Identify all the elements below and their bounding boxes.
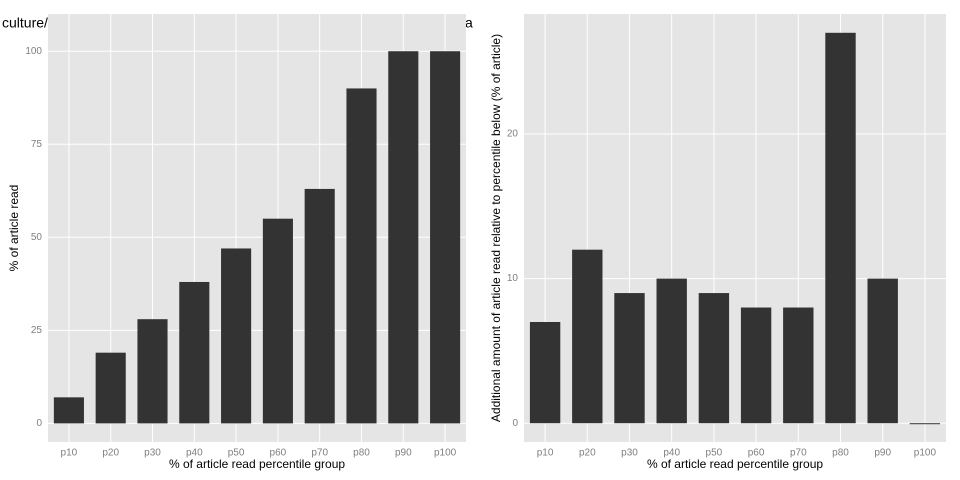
bar [614, 293, 645, 424]
x-tick-label: p40 [663, 448, 680, 459]
x-tick-label: p60 [270, 448, 287, 459]
x-tick-label: p70 [311, 448, 328, 459]
bar [262, 218, 293, 424]
bar [572, 249, 603, 424]
bar [529, 321, 561, 424]
bar [430, 51, 461, 424]
x-tick-label: p40 [186, 448, 203, 459]
x-tick-label: p30 [621, 448, 638, 459]
bar [698, 293, 730, 424]
bar [95, 352, 126, 424]
bar [304, 188, 335, 424]
x-tick-label: p50 [228, 448, 245, 459]
y-tick-label: 20 [507, 129, 519, 140]
bar [346, 88, 377, 424]
bar [867, 278, 898, 424]
bar [783, 307, 814, 424]
x-tick-label: p70 [790, 448, 807, 459]
y-tick-label: 50 [31, 232, 43, 243]
x-axis-label: % of article read percentile group [169, 457, 345, 471]
bar [656, 278, 687, 424]
bar [137, 319, 168, 424]
x-axis-label: % of article read percentile group [647, 457, 823, 471]
y-tick-label: 100 [25, 46, 42, 57]
y-axis-label: Additional amount of article read relati… [489, 34, 503, 422]
x-tick-label: p80 [832, 448, 849, 459]
x-tick-label: p50 [706, 448, 723, 459]
x-tick-label: p100 [434, 448, 457, 459]
y-tick-label: 25 [31, 325, 43, 336]
y-axis-label: % of article read [7, 185, 21, 272]
y-tick-label: 75 [31, 139, 43, 150]
bar [740, 307, 772, 424]
x-tick-label: p90 [874, 448, 891, 459]
x-tick-label: p10 [537, 448, 554, 459]
bar [388, 51, 419, 424]
x-tick-label: p30 [144, 448, 161, 459]
y-tick-label: 0 [512, 418, 518, 429]
y-tick-label: 0 [36, 418, 42, 429]
x-tick-label: p60 [748, 448, 765, 459]
x-tick-label: p10 [61, 448, 78, 459]
x-tick-label: p20 [579, 448, 596, 459]
x-tick-label: p100 [914, 448, 937, 459]
x-tick-label: p80 [353, 448, 370, 459]
bar [221, 248, 252, 424]
bar [909, 423, 941, 425]
x-tick-label: p20 [102, 448, 119, 459]
y-tick-label: 10 [507, 273, 519, 284]
x-tick-label: p90 [395, 448, 412, 459]
bar [53, 397, 84, 424]
bar [825, 32, 856, 424]
bar [179, 281, 210, 424]
